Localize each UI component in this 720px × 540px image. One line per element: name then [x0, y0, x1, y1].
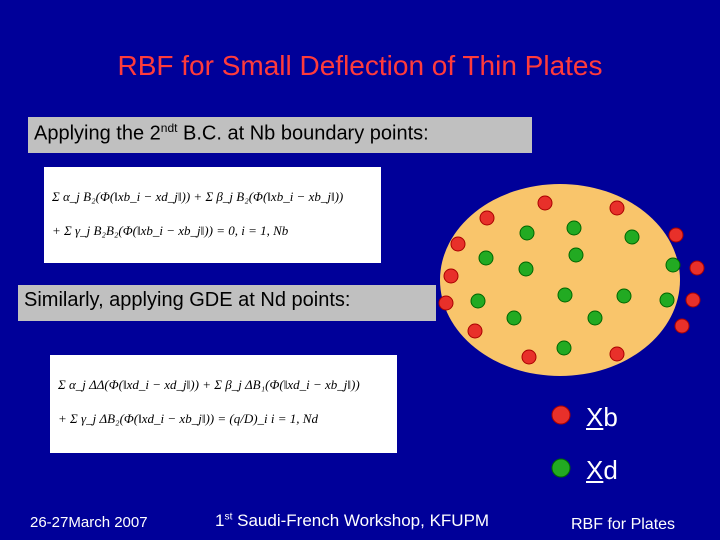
boundary-point	[685, 292, 701, 308]
domain-point	[568, 247, 584, 263]
domain-point	[616, 288, 632, 304]
domain-point	[557, 287, 573, 303]
boundary-point	[689, 260, 705, 276]
footer-date: 26-27March 2007	[30, 514, 148, 531]
boundary-point	[521, 349, 537, 365]
legend-domain-point	[551, 458, 571, 478]
domain-point	[665, 257, 681, 273]
domain-point	[624, 229, 640, 245]
superscript: st	[224, 511, 233, 523]
domain-point	[659, 292, 675, 308]
boundary-point	[668, 227, 684, 243]
equation-line: + Σ γ_j ΔB₂(Φ(‖xd_i − xb_j‖)) = (q/D)_i …	[58, 411, 318, 426]
text-box: Similarly, applying GDE at Nd points:	[18, 285, 436, 321]
domain-point	[519, 225, 535, 241]
domain-point	[470, 293, 486, 309]
text-box: Applying the 2ndt B.C. at Nb boundary po…	[28, 117, 532, 153]
text: Similarly, applying GDE at Nd points:	[24, 289, 351, 311]
domain-point	[518, 261, 534, 277]
points	[438, 195, 705, 365]
domain-point	[478, 250, 494, 266]
text: B.C. at Nb boundary points:	[177, 122, 429, 145]
boundary-point	[467, 323, 483, 339]
text: b	[603, 402, 618, 432]
domain-point	[566, 220, 582, 236]
text: Applying the 2	[34, 122, 161, 145]
equation-line: Σ α_j ΔΔ(Φ(‖xd_i − xd_j‖)) + Σ β_j ΔB₁(Φ…	[58, 377, 360, 392]
boundary-point	[674, 318, 690, 334]
boundary-point	[443, 268, 459, 284]
text: 1	[215, 511, 225, 530]
boundary-point	[609, 200, 625, 216]
equation-line: Σ α_j B₂(Φ(‖xb_i − xd_j‖)) + Σ β_j B₂(Φ(…	[52, 189, 344, 204]
boundary-point	[450, 236, 466, 252]
footer-event: 1st Saudi-French Workshop, KFUPM	[215, 511, 489, 531]
footer-title: RBF for Plates	[571, 516, 676, 533]
domain-point	[556, 340, 572, 356]
legend-boundary-point	[551, 405, 571, 425]
text: Saudi-French Workshop, KFUPM	[232, 511, 490, 530]
underlined: X	[586, 402, 604, 432]
legend-label: Xb	[586, 402, 618, 433]
plate-domain	[440, 184, 680, 376]
domain-point	[506, 310, 522, 326]
slide-title: RBF for Small Deflection of Thin Plates	[117, 50, 603, 81]
domain-point	[587, 310, 603, 326]
boundary-point	[479, 210, 495, 226]
underlined: X	[586, 455, 604, 485]
text: d	[603, 455, 618, 485]
equation-line: + Σ γ_j B₂B₂(Φ(‖xb_i − xb_j‖)) = 0, i = …	[52, 223, 289, 238]
legend-label: Xd	[586, 455, 618, 486]
superscript: ndt	[160, 121, 178, 135]
boundary-point	[537, 195, 553, 211]
equation: Σ α_j ΔΔ(Φ(‖xd_i − xd_j‖)) + Σ β_j ΔB₁(Φ…	[50, 355, 397, 453]
boundary-point	[438, 295, 454, 311]
boundary-point	[609, 346, 625, 362]
equation: Σ α_j B₂(Φ(‖xb_i − xd_j‖)) + Σ β_j B₂(Φ(…	[44, 167, 381, 263]
